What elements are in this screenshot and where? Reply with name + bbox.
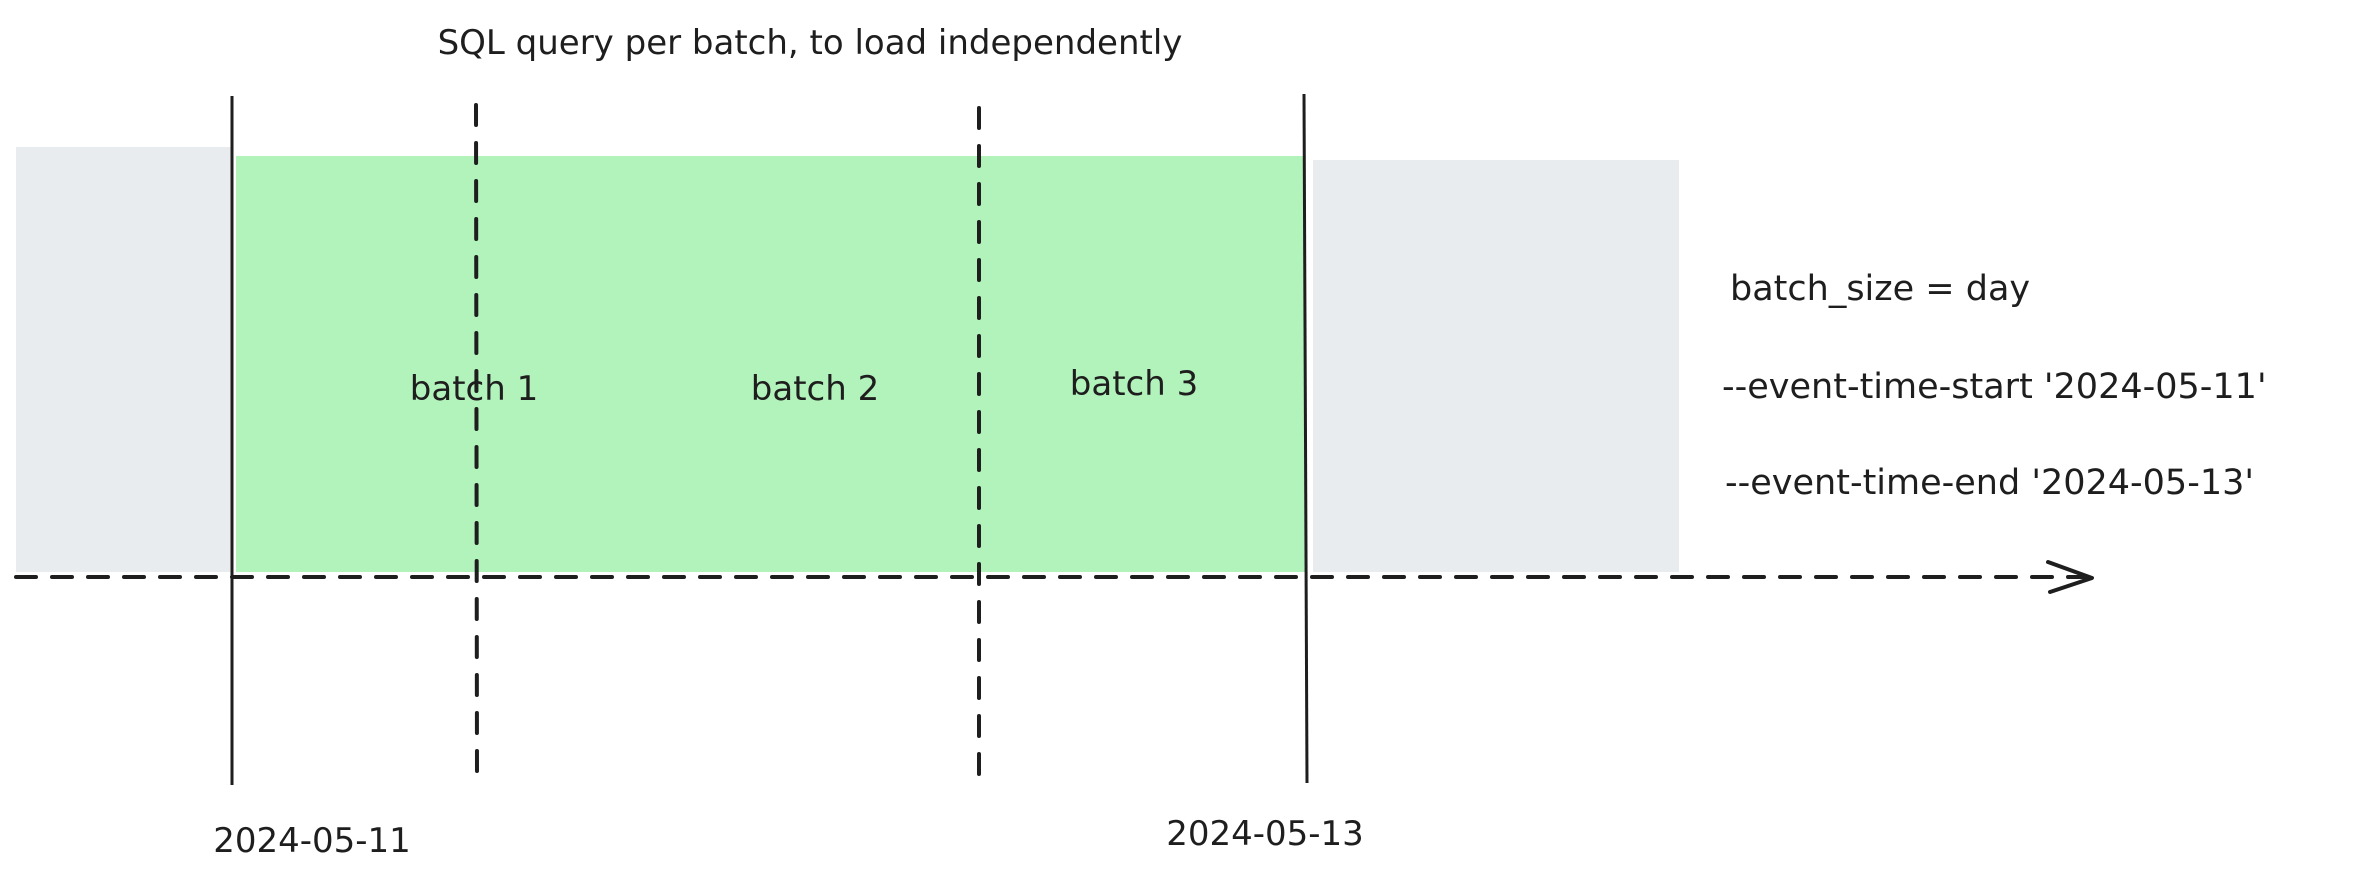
- outside-range-right: [1313, 160, 1679, 572]
- end-date-label: 2024-05-13: [1166, 814, 1364, 854]
- event-time-start-setting: --event-time-start '2024-05-11': [1722, 367, 2267, 407]
- batch-label: batch 1: [410, 369, 538, 409]
- event-time-end-setting: --event-time-end '2024-05-13': [1725, 463, 2254, 503]
- outside-range-left: [16, 147, 231, 572]
- diagram-title: SQL query per batch, to load independent…: [438, 23, 1183, 63]
- batch-size-setting: batch_size = day: [1730, 269, 2030, 309]
- start-date-label: 2024-05-11: [213, 821, 411, 861]
- batch-label: batch 2: [751, 369, 879, 409]
- batch-label: batch 3: [1070, 364, 1198, 404]
- selected-range: [236, 156, 1305, 572]
- end-boundary-line: [1302, 93, 1309, 784]
- timeline-arrowhead-icon: [2046, 560, 2094, 594]
